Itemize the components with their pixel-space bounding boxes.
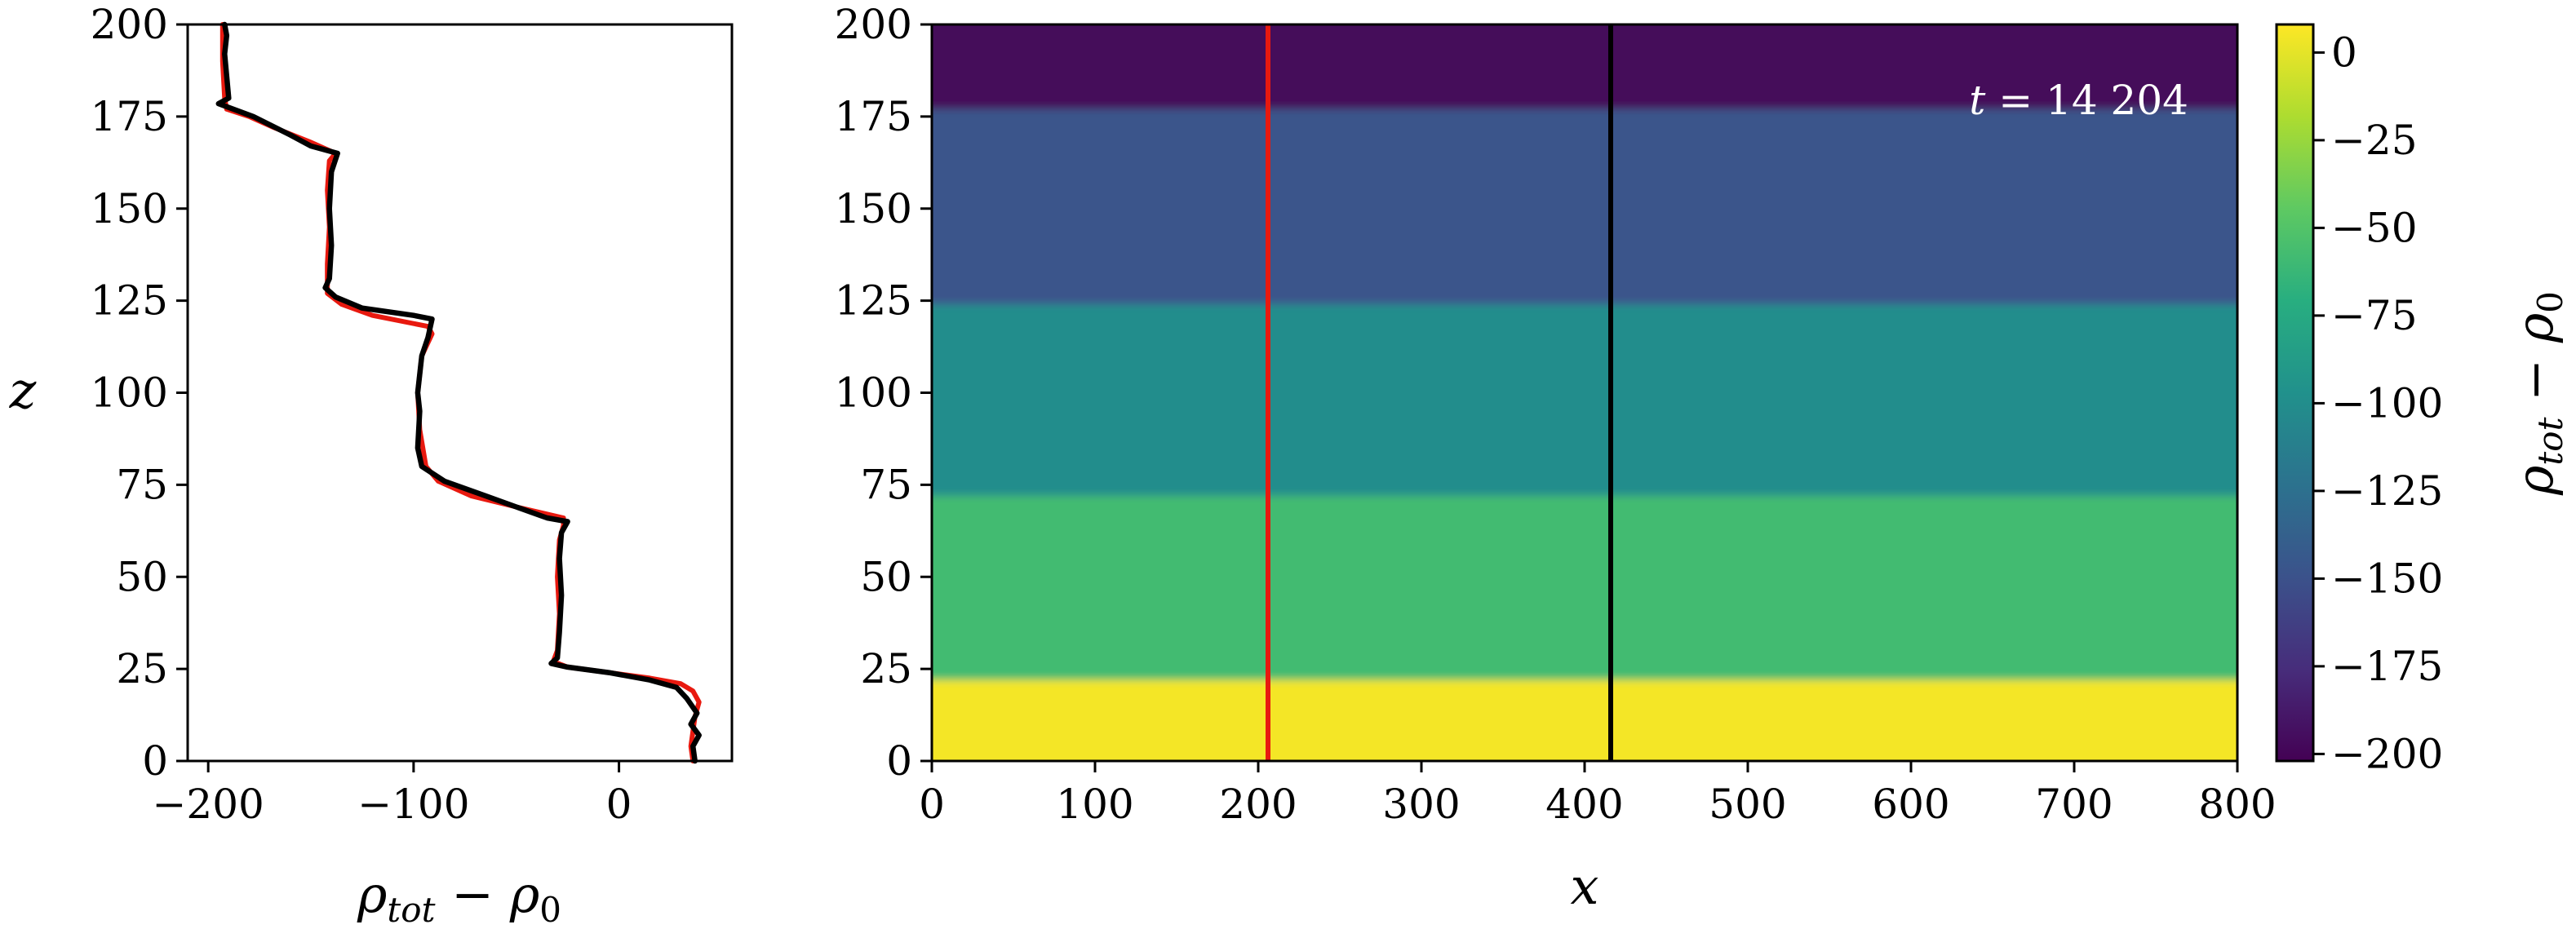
profile-y-axis-label: z bbox=[9, 361, 37, 420]
profile-y-tick-label: 75 bbox=[116, 461, 168, 508]
colorbar-frame bbox=[2275, 23, 2315, 763]
heatmap-layer-2 bbox=[932, 304, 2237, 496]
heatmap-image bbox=[932, 24, 2237, 761]
colorbar-tick-label: −25 bbox=[2331, 117, 2418, 164]
xlabel-rho-tot: ρ bbox=[357, 865, 387, 924]
profile-y-ticks: 0 25 50 75 100 125 150 175 200 bbox=[91, 1, 188, 785]
colorbar-tick-label: −175 bbox=[2331, 643, 2443, 690]
profile-y-tick-label: 150 bbox=[91, 185, 168, 232]
profile-x-ticks: −200 −100 0 bbox=[152, 761, 632, 828]
heatmap-y-tick-label: 50 bbox=[860, 553, 912, 600]
colorbar-tick-label: −75 bbox=[2331, 292, 2418, 339]
heatmap-y-tick-label: 125 bbox=[835, 277, 912, 325]
colorbar-gradient bbox=[2277, 24, 2313, 761]
cbar-label-rho-0: ρ bbox=[2505, 313, 2565, 343]
colorbar-tick-label: 0 bbox=[2331, 29, 2357, 76]
heatmap-layer-3 bbox=[932, 108, 2237, 305]
cbar-label-minus: − bbox=[2505, 343, 2565, 417]
heatmap-y-tick-label: 200 bbox=[835, 1, 912, 48]
profile-y-tick-label: 175 bbox=[91, 93, 168, 140]
heatmap-x-tick-label: 500 bbox=[1709, 781, 1786, 828]
profile-plot-area bbox=[215, 21, 702, 764]
heatmap-y-tick-label: 150 bbox=[835, 185, 912, 232]
colorbar: 0−25−50−75−100−125−150−175−200 ρtot − ρ0 bbox=[2275, 23, 2570, 777]
cbar-label-sub-tot: tot bbox=[2530, 417, 2570, 465]
heatmap-layer-4 bbox=[932, 24, 2237, 109]
heatmap-y-tick-label: 75 bbox=[860, 461, 912, 508]
heatmap-x-axis-label: x bbox=[1571, 856, 1599, 916]
heatmap-y-tick-label: 100 bbox=[835, 369, 912, 417]
colorbar-label: ρtot − ρ0 bbox=[2505, 291, 2570, 496]
colorbar-tick-label: −200 bbox=[2331, 730, 2443, 777]
xlabel-sub-tot: tot bbox=[387, 890, 435, 929]
profile-lines bbox=[215, 21, 702, 764]
heatmap-x-tick-label: 100 bbox=[1056, 781, 1133, 828]
colorbar-tick-label: −100 bbox=[2331, 379, 2443, 427]
heatmap-x-tick-label: 200 bbox=[1219, 781, 1297, 828]
profile-y-tick-label: 25 bbox=[116, 645, 168, 692]
profile-y-tick-label: 100 bbox=[91, 369, 168, 417]
profile-y-tick-label: 125 bbox=[91, 277, 168, 325]
cbar-label-rho-tot: ρ bbox=[2505, 466, 2565, 496]
profile-y-tick-label: 50 bbox=[116, 553, 168, 600]
colorbar-ticks: 0 −25 −50 −75 −100 −125 −150 −175 −200 bbox=[2313, 29, 2443, 777]
colorbar-tick-label: −150 bbox=[2331, 555, 2443, 602]
colorbar-tick-label: −50 bbox=[2331, 204, 2418, 251]
profile-x-axis-label: ρtot − ρ0 bbox=[357, 865, 561, 929]
colorbar-tick-label: −125 bbox=[2331, 467, 2443, 515]
profile-y-tick-label: 200 bbox=[91, 1, 168, 48]
heatmap-panel: 0 25 50 75 100 125 150 175 200 0 100 200 300 400 500 6… bbox=[835, 1, 2277, 916]
heatmap-layer-0 bbox=[932, 679, 2237, 761]
heatmap-layers bbox=[932, 24, 2237, 761]
heatmap-y-tick-label: 175 bbox=[835, 93, 912, 140]
profile-x-tick-label: 0 bbox=[606, 781, 632, 828]
heatmap-x-tick-label: 700 bbox=[2035, 781, 2113, 828]
heatmap-x-tick-label: 400 bbox=[1545, 781, 1623, 828]
heatmap-x-tick-label: 800 bbox=[2198, 781, 2276, 828]
heatmap-y-tick-label: 25 bbox=[860, 645, 912, 692]
heatmap-x-ticks: 0 100 200 300 400 500 600 700 800 bbox=[919, 761, 2277, 828]
xlabel-rho-0: ρ bbox=[509, 865, 539, 924]
heatmap-vertical-lines bbox=[1266, 24, 1613, 761]
profile-x-tick-label: −100 bbox=[357, 781, 469, 828]
heatmap-x-tick-label: 300 bbox=[1382, 781, 1460, 828]
heatmap-y-ticks: 0 25 50 75 100 125 150 175 200 bbox=[835, 1, 932, 785]
heatmap-x-tick-label: 600 bbox=[1872, 781, 1949, 828]
profile-x-tick-label: −200 bbox=[152, 781, 264, 828]
profile-axes-frame bbox=[186, 23, 734, 763]
heatmap-layer-1 bbox=[932, 495, 2237, 680]
profile-panel: 0 25 50 75 100 125 150 175 200 −200 −100 0 z ρtot … bbox=[9, 1, 734, 929]
xlabel-minus: − bbox=[435, 865, 509, 924]
time-annotation: t = 14 204 bbox=[1969, 77, 2188, 124]
profile-series-1 bbox=[215, 21, 702, 764]
profile-y-tick-label: 0 bbox=[142, 737, 168, 785]
heatmap-x-tick-label: 0 bbox=[919, 781, 945, 828]
xlabel-sub-0: 0 bbox=[539, 890, 561, 929]
heatmap-y-tick-label: 0 bbox=[886, 737, 912, 785]
cbar-label-sub-0: 0 bbox=[2530, 291, 2570, 313]
